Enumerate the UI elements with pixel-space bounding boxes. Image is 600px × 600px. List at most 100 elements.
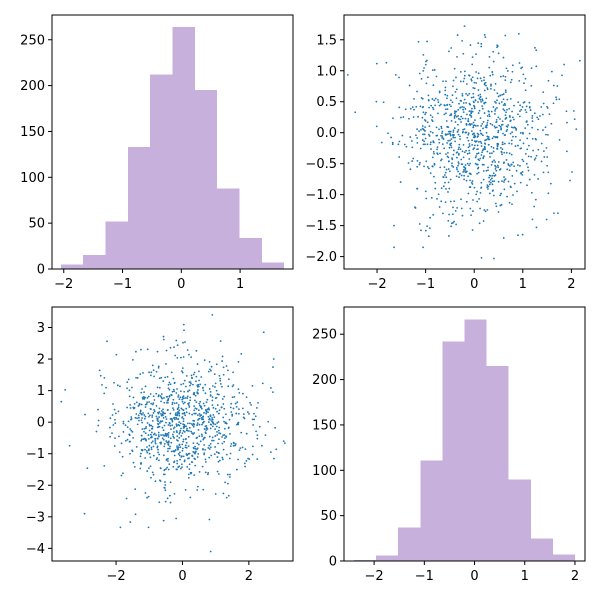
scatter-point (501, 120, 504, 123)
scatter-point (472, 210, 474, 212)
scatter-point (113, 381, 115, 384)
scatter-point (193, 371, 196, 374)
scatter-point (198, 471, 201, 473)
scatter-point (451, 162, 453, 165)
scatter-point (484, 139, 486, 142)
scatter-point (229, 452, 232, 455)
scatter-point (495, 102, 497, 104)
scatter-point (445, 168, 448, 171)
scatter-point (251, 453, 254, 456)
scatter-point (145, 425, 148, 428)
histogram-bar (464, 319, 487, 561)
scatter-point (467, 132, 470, 135)
scatter-point (222, 403, 225, 405)
scatter-point (447, 219, 450, 222)
scatter-point (106, 340, 108, 343)
scatter-point (160, 396, 163, 399)
scatter-point (473, 147, 476, 150)
scatter-point (575, 128, 578, 131)
scatter-point (461, 117, 464, 120)
scatter-point (488, 176, 490, 179)
scatter-point (184, 341, 186, 343)
scatter-point (186, 349, 189, 351)
scatter-point (223, 427, 226, 430)
scatter-point (171, 403, 174, 406)
scatter-point (472, 96, 475, 99)
scatter-point (547, 79, 550, 82)
scatter-point (128, 389, 131, 392)
scatter-point (204, 432, 207, 435)
scatter-point (152, 402, 155, 404)
scatter-point (157, 395, 160, 398)
scatter-point (412, 157, 415, 160)
scatter-point (430, 148, 432, 150)
scatter-point (216, 393, 219, 396)
scatter-point (463, 166, 465, 168)
scatter-point (138, 419, 140, 422)
scatter-point (425, 160, 428, 163)
scatter-point (416, 128, 418, 131)
scatter-point (397, 143, 400, 146)
scatter-point (465, 102, 468, 104)
scatter-point (135, 401, 138, 404)
scatter-point (197, 452, 200, 455)
scatter-point (147, 449, 150, 452)
scatter-point (398, 156, 401, 158)
scatter-point (188, 457, 190, 460)
scatter-point (489, 87, 492, 90)
scatter-point (194, 451, 197, 454)
scatter-point (148, 467, 150, 470)
scatter-point (163, 445, 166, 448)
scatter-point (497, 131, 500, 134)
scatter-point (457, 161, 460, 164)
scatter-point (194, 464, 197, 467)
scatter-point (103, 392, 106, 395)
scatter-point (455, 115, 458, 118)
scatter-point (160, 400, 162, 403)
scatter-point (469, 207, 472, 210)
scatter-point (526, 123, 529, 126)
scatter-point (483, 155, 485, 158)
scatter-point (202, 447, 204, 450)
scatter-point (546, 164, 549, 167)
scatter-point (178, 465, 181, 468)
scatter-point (132, 436, 135, 439)
scatter-point (375, 62, 378, 65)
scatter-point (175, 412, 177, 414)
scatter-point (238, 391, 241, 394)
scatter-point (486, 115, 489, 117)
scatter-point (460, 115, 463, 118)
scatter-point (534, 157, 537, 160)
scatter-point (109, 426, 111, 429)
scatter-point (120, 474, 123, 477)
scatter-point (444, 89, 447, 92)
histogram-bar (486, 365, 509, 561)
scatter-point (182, 429, 185, 432)
scatter-point (530, 155, 532, 158)
scatter-point (492, 60, 495, 63)
scatter-point (234, 402, 237, 405)
scatter-point (471, 139, 473, 142)
scatter-point (418, 130, 420, 133)
scatter-point (474, 162, 477, 165)
scatter-point (181, 432, 184, 435)
scatter-point (84, 413, 86, 416)
scatter-point (135, 445, 138, 448)
scatter-point (198, 379, 200, 382)
scatter-point (463, 25, 466, 28)
scatter-point (158, 501, 161, 504)
y-tick-label: −4 (26, 542, 45, 557)
scatter-point (469, 162, 472, 165)
scatter-point (417, 40, 420, 43)
scatter-point (181, 398, 183, 401)
scatter-point (438, 104, 441, 107)
scatter-point (171, 390, 174, 393)
scatter-point (510, 153, 513, 156)
scatter-point (426, 40, 428, 43)
scatter-point (492, 50, 495, 53)
scatter-point (450, 146, 453, 149)
scatter-point (165, 421, 167, 424)
scatter-point (134, 416, 137, 419)
scatter-point (157, 365, 160, 368)
scatter-point (546, 156, 549, 158)
